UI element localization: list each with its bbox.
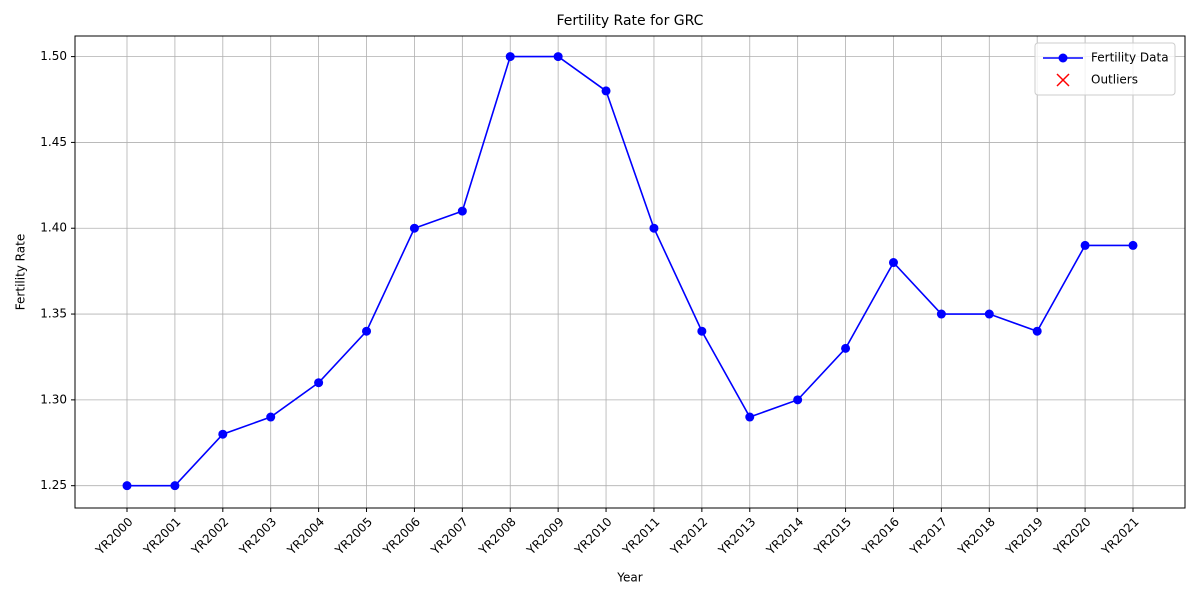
- data-point: [888, 258, 898, 268]
- data-point: [1128, 240, 1138, 250]
- y-tick-label: 1.40: [40, 221, 67, 235]
- data-point: [793, 395, 803, 405]
- data-point: [841, 343, 851, 353]
- data-point: [170, 481, 180, 491]
- legend-label: Fertility Data: [1091, 51, 1169, 65]
- y-tick-label: 1.30: [40, 392, 67, 406]
- legend-marker: [1058, 53, 1068, 63]
- data-point: [505, 52, 515, 62]
- data-point: [457, 206, 467, 216]
- data-point: [697, 326, 707, 336]
- data-point: [936, 309, 946, 319]
- data-point: [362, 326, 372, 336]
- y-axis-label: Fertility Rate: [14, 234, 28, 310]
- data-point: [122, 481, 132, 491]
- data-point: [984, 309, 994, 319]
- legend-marker: [1056, 73, 1070, 87]
- y-tick-label: 1.25: [40, 478, 67, 492]
- data-point: [1032, 326, 1042, 336]
- data-point: [314, 378, 324, 388]
- y-tick-label: 1.50: [40, 49, 67, 63]
- data-point: [553, 52, 563, 62]
- chart-title: Fertility Rate for GRC: [557, 13, 704, 29]
- data-point: [1080, 240, 1090, 250]
- data-point: [649, 223, 659, 233]
- y-tick-label: 1.45: [40, 135, 67, 149]
- y-tick-label: 1.35: [40, 307, 67, 321]
- legend-box: [1034, 42, 1176, 96]
- data-point: [266, 412, 276, 422]
- data-point: [601, 86, 611, 96]
- data-point: [409, 223, 419, 233]
- data-point: [745, 412, 755, 422]
- data-point: [218, 429, 228, 439]
- x-axis-label: Year: [616, 571, 642, 585]
- data-line: [127, 55, 1133, 487]
- legend-label: Outliers: [1091, 73, 1138, 87]
- plot-frame: [74, 35, 1186, 509]
